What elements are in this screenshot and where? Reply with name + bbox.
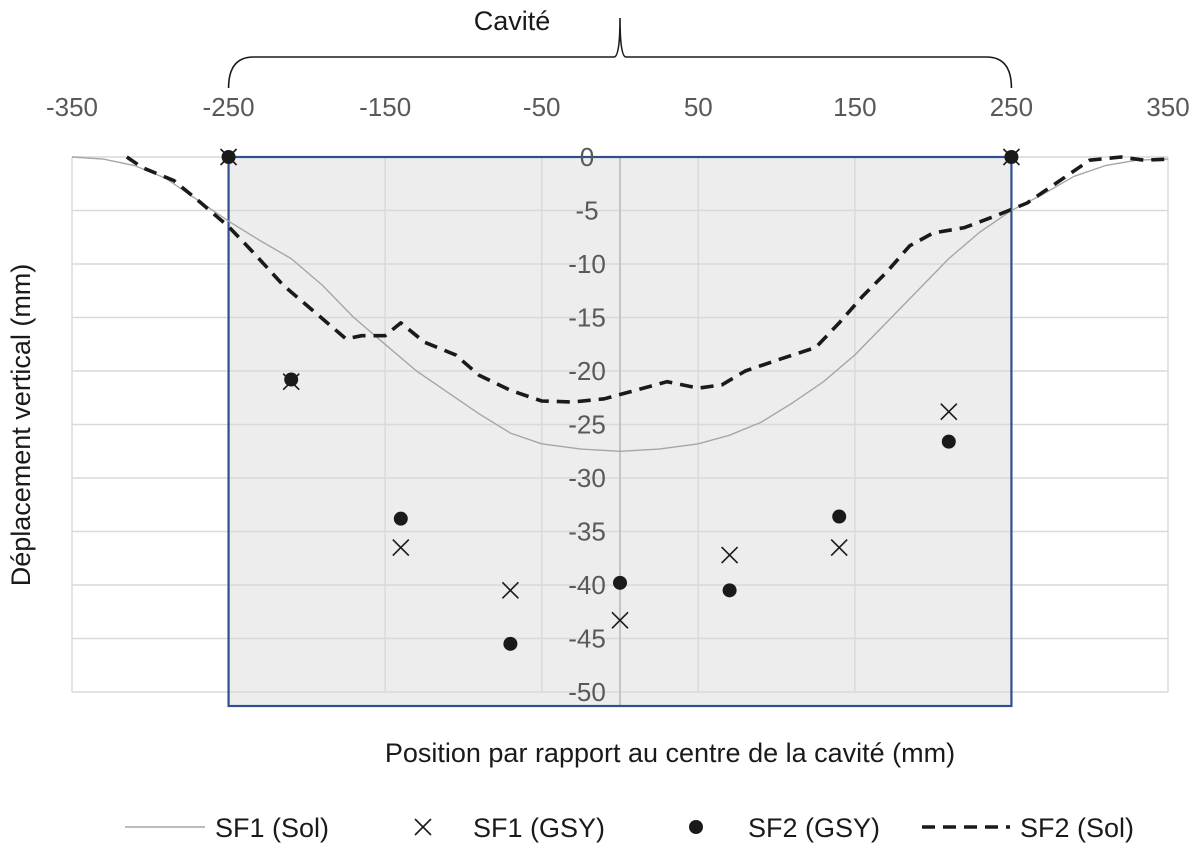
series-line-sf1-sol [71,156,1169,452]
cavity-border [227,155,1013,708]
legend-label: SF2 (Sol) [1020,813,1134,843]
x-marker-stroke [940,403,958,421]
y-tick-label: -30 [568,463,606,493]
y-tick-label: -20 [568,356,606,386]
x-marker-stroke [501,581,519,599]
x-tick-label: 50 [684,92,713,122]
x-marker-stroke [611,611,629,629]
y-tick-label: -15 [568,303,606,333]
y-axis-label: Déplacement vertical (mm) [6,264,36,587]
y-tick-label: -50 [568,677,606,707]
data-point-sf1-gsy [611,611,629,629]
x-tick-label: -250 [203,92,255,122]
cavity-brace [227,17,1013,89]
data-point-sf1-gsy [392,538,410,557]
x-tick-label: -350 [46,92,98,122]
y-tick-label: -25 [568,410,606,440]
legend-label: SF1 (GSY) [473,813,605,843]
data-point-sf1-gsy [830,538,848,557]
data-point-sf2-gsy [1004,150,1019,164]
legend-label: SF1 (Sol) [215,813,329,843]
y-tick-label: -40 [568,570,606,600]
series-line-sf2-sol [125,155,1169,404]
x-tick-label: 150 [833,92,876,122]
x-marker-stroke [830,538,848,557]
legend: SF1 (Sol) SF1 (GSY) SF2 (GSY) SF2 (Sol) [125,813,1134,843]
data-point-sf2-gsy [832,509,847,524]
data-point-sf1-gsy [721,546,739,564]
data-point-sf2-gsy [221,150,236,164]
y-tick-labels: 0 -5 -10 -15 -20 -25 -30 -35 -40 -45 -50 [568,142,606,707]
legend-symbol-sf1-gsy [414,818,432,836]
data-point-sf2-gsy [284,372,299,387]
data-point-sf2-gsy [393,511,408,526]
x-tick-label: -150 [359,92,411,122]
x-tick-label: -50 [523,92,561,122]
data-point-sf1-gsy [501,581,519,599]
y-tick-label: -5 [575,196,598,226]
data-point-sf1-gsy [940,403,958,421]
legend-label: SF2 (GSY) [748,813,880,843]
y-tick-label: -35 [568,517,606,547]
data-point-sf2-gsy [722,583,737,598]
y-tick-label: 0 [580,142,594,172]
grid-lines [71,156,1169,706]
data-point-sf2-gsy [613,575,627,590]
x-tick-label: 350 [1146,92,1189,122]
y-tick-label: -10 [568,249,606,279]
y-tick-label: -45 [568,624,606,654]
data-point-sf2-gsy [941,434,956,449]
legend-symbol-sf2-gsy [689,820,703,834]
x-marker-stroke [414,818,432,836]
data-point-sf2-gsy [503,636,518,651]
x-tick-label: 250 [990,92,1033,122]
x-marker-stroke [721,546,739,564]
x-tick-labels: -350 -250 -150 -50 50 150 250 350 [46,92,1190,122]
x-marker-stroke [392,538,410,557]
chart-title: Cavité [474,6,551,36]
series-layer [71,148,1169,651]
x-axis-label: Position par rapport au centre de la cav… [385,738,955,768]
